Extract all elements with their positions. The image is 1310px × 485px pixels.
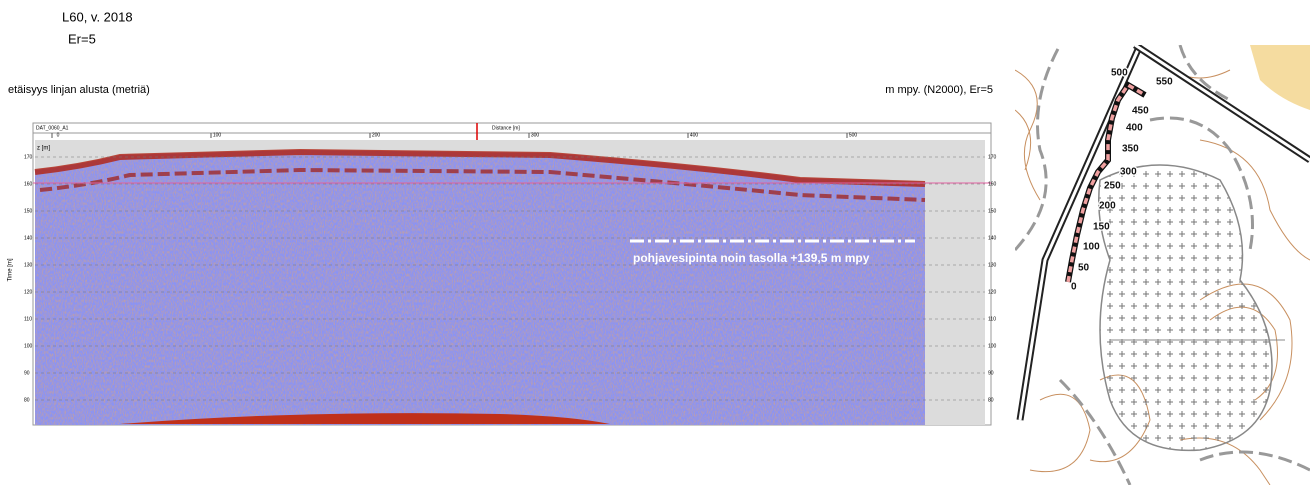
elevation-tick-label: 110	[988, 316, 996, 322]
elevation-tick-label-left: 150	[24, 208, 33, 214]
track-label: 450	[1132, 106, 1149, 117]
track-label: 500	[1111, 68, 1128, 79]
elevation-tick-label: 170	[988, 154, 997, 160]
elevation-tick-label-left: 120	[24, 289, 33, 295]
elevation-tick-label: 90	[988, 370, 994, 376]
roads	[1016, 45, 1310, 421]
elevation-tick-label-left: 170	[24, 154, 33, 160]
title: L60, v. 2018	[62, 9, 133, 24]
elevation-tick-label-left: 110	[24, 316, 32, 322]
distance-tick-label: 0	[57, 132, 60, 138]
annotation: pohjavesipinta noin tasolla +139,5 m mpy	[633, 251, 870, 265]
elevation-tick-label-left: 80	[24, 397, 30, 403]
elevation-tick-label-left: 130	[24, 262, 33, 268]
gravel-area	[1098, 164, 1273, 452]
distance-tick-label: 200	[372, 132, 381, 138]
survey-line-fill	[1066, 82, 1146, 283]
track-label: 400	[1126, 123, 1143, 134]
field	[1250, 45, 1310, 110]
track-label: 350	[1122, 144, 1139, 155]
radar-texture	[35, 150, 925, 425]
distance-tick-label: 100	[213, 132, 222, 138]
track-label: 0	[1071, 282, 1077, 293]
elevation-tick-label: 150	[988, 208, 997, 214]
left-label: etäisyys linjan alusta (metriä)	[8, 84, 150, 96]
elevation-tick-label-left: 100	[24, 343, 33, 349]
elevation-tick-label: 130	[988, 262, 997, 268]
track-label: 300	[1120, 167, 1137, 178]
elevation-tick-label: 120	[988, 289, 997, 295]
track-label: 200	[1099, 201, 1116, 212]
distance-tick-label: 500	[849, 132, 858, 138]
distance-tick-label: 300	[531, 132, 540, 138]
paths	[1015, 45, 1310, 485]
track-label: 550	[1156, 77, 1173, 88]
track-label: 100	[1083, 242, 1100, 253]
depth-label: z [m]	[37, 146, 50, 152]
radargram: pohjavesipinta noin tasolla +139,5 m mpy…	[8, 122, 997, 426]
right-label: m mpy. (N2000), Er=5	[885, 84, 993, 96]
map: 050 100 150 200 250 300 350 400 450 500 550	[1015, 45, 1310, 485]
elevation-tick-label: 140	[988, 235, 997, 241]
layer-reflection	[39, 167, 926, 202]
elevation-tick-label: 80	[988, 397, 994, 403]
track-label: 150	[1093, 222, 1110, 233]
elevation-tick-label: 100	[988, 343, 997, 349]
track-label: 250	[1104, 181, 1121, 192]
bottom-reflection	[120, 413, 610, 424]
time-label: Time [m]	[8, 258, 14, 281]
elevation-tick-label-left: 160	[24, 181, 33, 187]
distance-label: Distance [m]	[492, 125, 520, 131]
elevation-tick-label-left: 140	[24, 235, 33, 241]
subtitle: Er=5	[68, 31, 96, 46]
elevation-tick-label-left: 90	[24, 370, 30, 376]
file-label: DAT_0060_A1	[36, 125, 69, 131]
elevation-tick-label: 160	[988, 181, 997, 187]
track-label: 50	[1078, 263, 1090, 274]
distance-tick-label: 400	[690, 132, 699, 138]
